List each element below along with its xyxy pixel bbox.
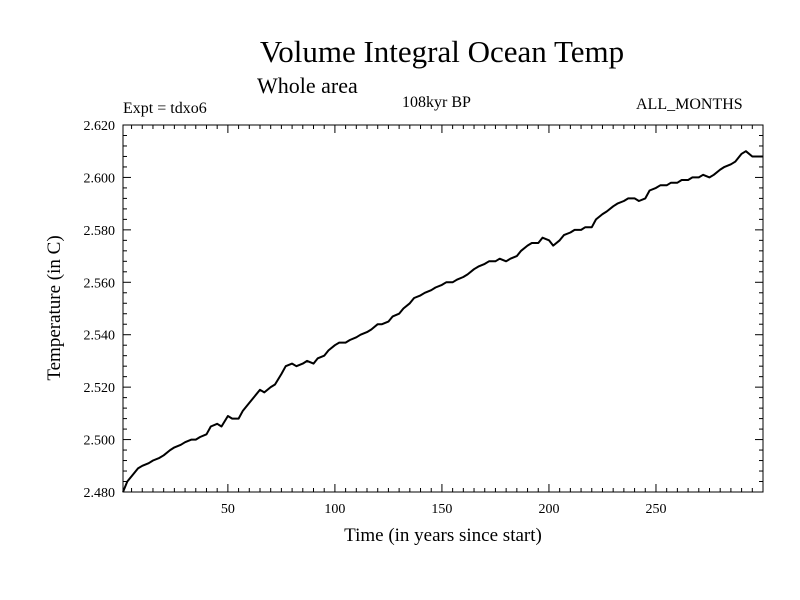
x-tick-label: 250 xyxy=(645,502,666,517)
y-tick-label: 2.580 xyxy=(84,224,116,239)
y-tick-label: 2.540 xyxy=(84,329,116,344)
y-tick-label: 2.500 xyxy=(84,434,116,449)
tick-labels: 50 100 150 200 250 2.480 2.500 2.520 2.540 2.560 2… xyxy=(84,119,667,517)
series-line xyxy=(122,150,763,493)
x-tick-label: 100 xyxy=(324,502,345,517)
y-tick-label: 2.600 xyxy=(84,171,116,186)
x-tick-label: 150 xyxy=(431,502,452,517)
y-tick-label: 2.560 xyxy=(84,276,116,291)
x-tick-label: 50 xyxy=(221,502,235,517)
y-tick-label: 2.620 xyxy=(84,119,116,134)
y-tick-label: 2.480 xyxy=(84,486,116,501)
series-group xyxy=(122,150,763,493)
y-tick-label: 2.520 xyxy=(84,381,116,396)
chart-title: Volume Integral Ocean Temp xyxy=(259,34,625,69)
x-tick-label: 200 xyxy=(538,502,559,517)
chart-subtitle: Whole area xyxy=(257,73,358,98)
tick-marks xyxy=(123,125,763,492)
y-axis-label: Temperature (in C) xyxy=(44,235,65,381)
plot-frame xyxy=(122,124,764,493)
x-axis-label: Time (in years since start) xyxy=(344,525,542,546)
period-label: 108kyr BP xyxy=(402,94,471,111)
experiment-label: Expt = tdxo6 xyxy=(123,100,207,117)
months-label: ALL_MONTHS xyxy=(636,96,743,113)
